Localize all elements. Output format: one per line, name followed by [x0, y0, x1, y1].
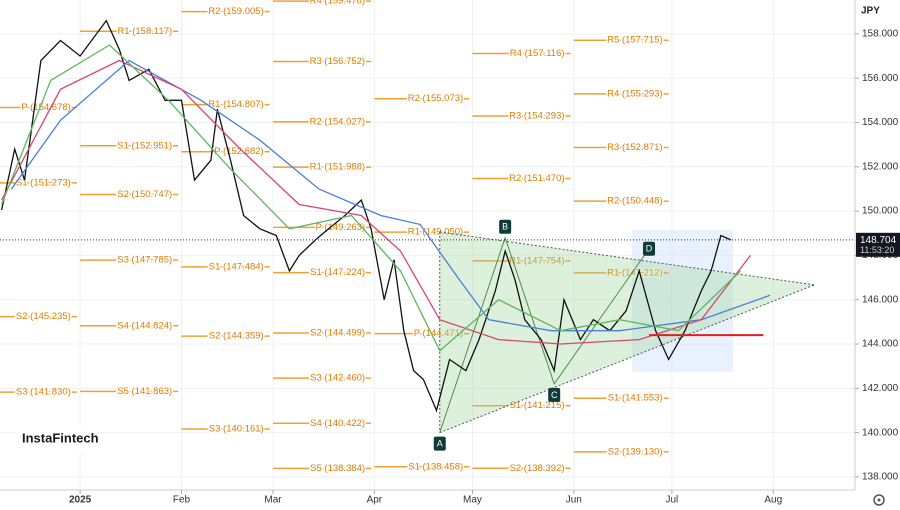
pivot-label: R3 (156.752)	[310, 56, 365, 67]
settings-icon[interactable]	[873, 494, 885, 506]
price-line	[1, 59, 751, 345]
currency: JPY	[861, 6, 880, 17]
x-tick-label: Apr	[367, 495, 383, 506]
pivot-label: P (154.678)	[21, 102, 70, 113]
pivot-label: S3 (141.830)	[16, 387, 71, 398]
overlay: A B C D	[0, 219, 855, 451]
pattern	[439, 231, 815, 434]
pivot-label: R1 (154.807)	[208, 99, 263, 110]
pivot-label: S2 (144.359)	[209, 331, 264, 342]
y-tick-label: 142.000	[862, 383, 899, 394]
pivot-label: P (152.682)	[214, 146, 263, 157]
pivot-label: S3 (140.161)	[209, 424, 264, 435]
pivot-label: R4 (155.293)	[607, 88, 662, 99]
pivot-label: S3 (147.785)	[117, 255, 172, 266]
pivot-label: S2 (145.235)	[16, 311, 71, 322]
point-label: B	[502, 222, 508, 232]
pivot-label: R2 (155.073)	[408, 93, 463, 104]
price-line	[0, 19, 732, 413]
pivot-label: R1 (149.050)	[408, 227, 463, 238]
pivot-label: S4 (140.422)	[310, 418, 365, 429]
pivot-label: S1 (138.458)	[408, 461, 463, 472]
pivots: P (154.678) S1 (151.273) S2 (145.235) S3 (1…	[0, 0, 669, 475]
settings-hub	[877, 498, 881, 502]
last-price-box	[856, 232, 900, 257]
last-price-label: 148.704	[860, 235, 897, 246]
pivot-label: R1 (151.988)	[310, 162, 365, 173]
triangle-lower	[439, 284, 815, 434]
settings-gear[interactable]	[873, 494, 885, 506]
point-badge	[548, 387, 561, 402]
point-label: C	[551, 390, 558, 400]
pivot-label: S1 (147.224)	[310, 267, 365, 278]
y-tick-label: 138.000	[862, 472, 899, 483]
pivot-label: S3 (142.460)	[310, 373, 365, 384]
logo-box	[16, 426, 96, 452]
y-tick-label: 154.000	[862, 117, 899, 128]
series	[0, 19, 771, 413]
point-label: D	[646, 244, 653, 254]
pivot-label: R4 (159.478)	[310, 0, 365, 7]
pivot-label: R2 (150.448)	[607, 196, 662, 207]
x-tick-label: May	[463, 495, 482, 506]
pivot-label: R1 (147.754)	[509, 255, 564, 266]
price-line	[0, 44, 742, 352]
y-tick-label: 140.000	[862, 427, 899, 438]
axes: 138.000140.000142.000144.000146.000148.0…	[69, 29, 900, 506]
x-tick-label: Jul	[666, 495, 679, 506]
x-tick-label: Aug	[764, 495, 782, 506]
pivot-label: S5 (141.863)	[117, 386, 172, 397]
y-tick-label: 150.000	[862, 206, 899, 217]
pivot-label: S2 (139.130)	[608, 446, 663, 457]
time-axis-panel	[0, 490, 900, 510]
x-tick-label: Feb	[173, 495, 191, 506]
pivot-label: R2 (159.005)	[208, 6, 263, 17]
pivot-label: P (149.263)	[316, 222, 365, 233]
point-label: A	[437, 439, 443, 449]
x-tick-label: 2025	[69, 495, 92, 506]
triangle-area	[439, 231, 815, 433]
pivot-label: S2 (150.747)	[117, 189, 172, 200]
pivot-label: P (144.471)	[414, 328, 463, 339]
pivot-label: R1 (147.212)	[607, 267, 662, 278]
point-badge	[499, 219, 512, 234]
pivot-label: S5 (138.384)	[310, 463, 365, 474]
pivot-label: S2 (138.392)	[510, 463, 565, 474]
pivot-label: R2 (151.470)	[509, 173, 564, 184]
pivot-label: S1 (151.273)	[16, 177, 71, 188]
zigzag	[439, 236, 650, 433]
pivot-label: R1 (158.117)	[117, 26, 172, 37]
pivot-label: R5 (157.715)	[607, 35, 662, 46]
price-line	[10, 59, 771, 332]
triangle-upper	[439, 231, 815, 286]
y-tick-label: 158.000	[862, 29, 899, 40]
y-tick-label: 156.000	[862, 73, 899, 84]
pivot-label: S2 (144.499)	[310, 327, 365, 338]
x-tick-label: Jun	[566, 495, 582, 506]
pivot-label: R2 (154.027)	[310, 116, 365, 127]
pivot-label: S1 (141.215)	[510, 400, 565, 411]
logo: InstaFintech	[22, 430, 99, 445]
y-tick-label: 146.000	[862, 294, 899, 305]
point-badge	[643, 241, 656, 256]
last-price-time: 11:53:20	[860, 245, 894, 255]
pivot-label: S1 (147.484)	[209, 261, 264, 272]
pivot-label: S4 (144.824)	[117, 320, 172, 331]
pivot-label: R4 (157.116)	[510, 48, 565, 59]
pivot-label: S1 (141.553)	[608, 393, 663, 404]
y-tick-label: 152.000	[862, 161, 899, 172]
pivot-label: S1 (152.951)	[117, 140, 172, 151]
pivot-label: R3 (154.293)	[509, 111, 564, 122]
y-tick-label: 144.000	[862, 339, 899, 350]
pivot-label: R3 (152.871)	[607, 142, 662, 153]
point-badge	[433, 436, 446, 451]
x-tick-label: Mar	[264, 495, 282, 506]
